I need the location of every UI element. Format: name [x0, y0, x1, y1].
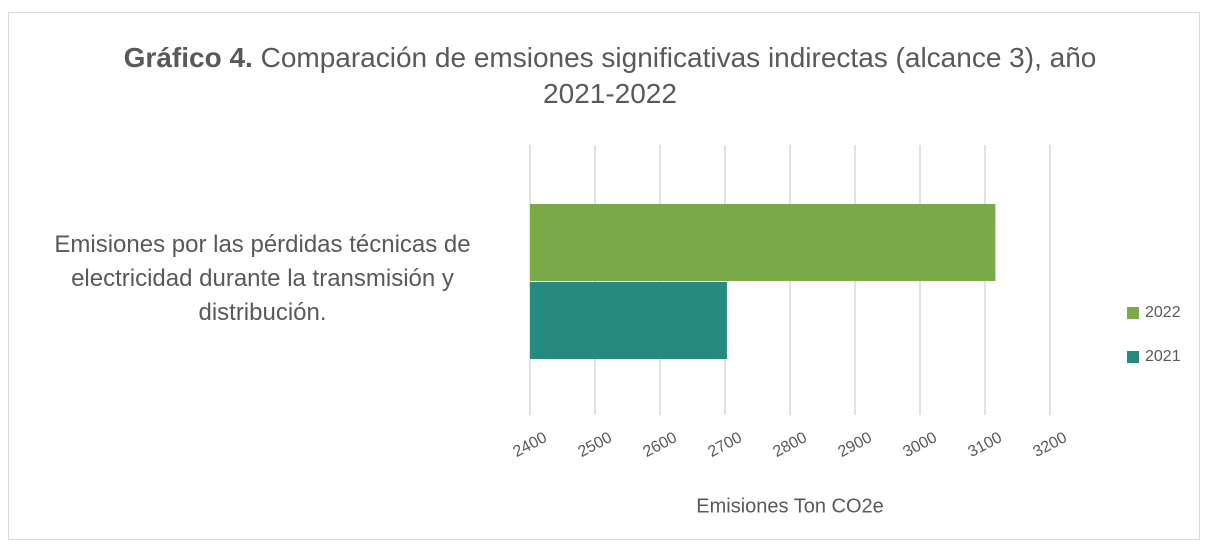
legend-label: 2021 — [1145, 348, 1181, 365]
x-tick-label: 2700 — [705, 429, 745, 461]
chart-frame — [8, 12, 1200, 540]
chart-title-box: Gráfico 4. Comparación de emsiones signi… — [120, 40, 1100, 112]
legend-label: 2022 — [1145, 304, 1181, 321]
x-tick-label: 2500 — [575, 429, 615, 461]
x-tick-label: 3200 — [1030, 429, 1070, 461]
x-axis-title: Emisiones Ton CO2e — [696, 495, 884, 517]
bar — [530, 282, 727, 359]
x-tick-label: 2600 — [640, 429, 680, 461]
legend-swatch — [1127, 307, 1139, 319]
legend-swatch — [1127, 351, 1139, 363]
chart-title: Comparación de emsiones significativas i… — [260, 42, 1097, 109]
x-tick-label: 2900 — [835, 429, 875, 461]
category-label: Emisiones por las pérdidas técnicas de e… — [54, 231, 471, 326]
x-tick-label: 2800 — [770, 429, 810, 461]
x-tick-label: 3100 — [965, 429, 1005, 461]
bar — [530, 204, 996, 281]
x-tick-label: 3000 — [900, 429, 940, 461]
chart-title-label: Gráfico 4. — [123, 42, 253, 73]
x-tick-label: 2400 — [510, 429, 550, 461]
